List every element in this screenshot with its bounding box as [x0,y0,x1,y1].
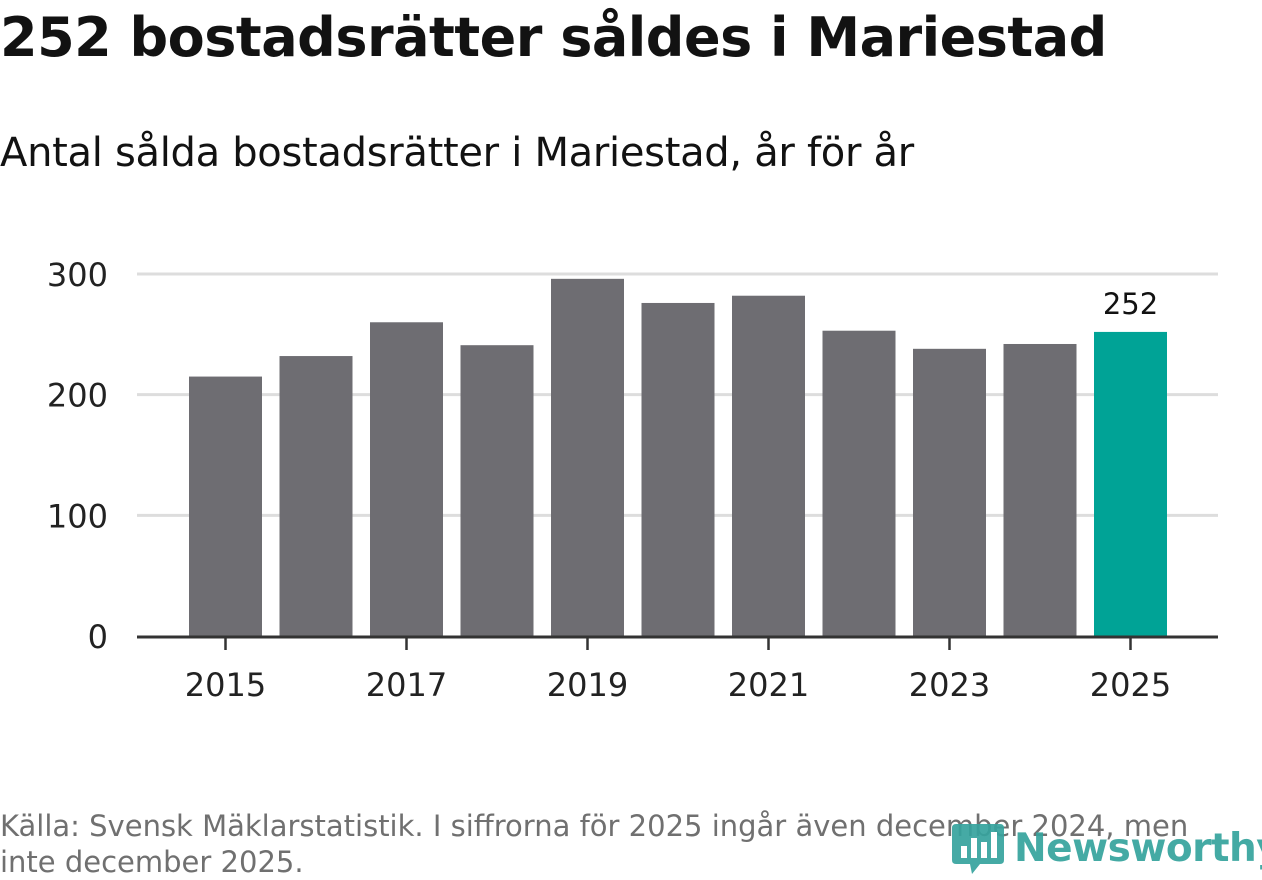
bar-2025 [1094,331,1167,636]
bar-2015 [189,376,262,636]
bar-2019 [551,278,624,636]
bar-2021 [732,295,805,636]
bar-2016 [279,356,353,636]
data-label-background [1098,285,1163,324]
axis-layer: 2015 2017 2019 2021 2023 2025 [137,635,1218,704]
y-tick-label: 300 [47,256,108,294]
bar-2022 [822,330,896,636]
newsworthy-logo-text: Newsworthy [1014,825,1262,871]
newsworthy-logo: Newsworthy [950,820,1262,876]
x-tick-label: 2025 [1090,666,1171,704]
x-tick-label: 2019 [547,666,628,704]
x-tick-label: 2021 [728,666,809,704]
chart-subtitle: Antal sålda bostadsrätter i Mariestad, å… [0,130,914,176]
y-tick-label: 100 [47,497,108,535]
y-tick-label: 0 [88,618,108,656]
bar-2020 [641,302,715,636]
x-tick-label: 2017 [366,666,447,704]
bar-2023 [913,348,986,636]
chart-title: 252 bostadsrätter såldes i Mariestad [0,6,1107,69]
data-label-2025: 252 [1103,287,1158,321]
x-tick-label: 2015 [185,666,266,704]
y-tick-label: 200 [47,377,108,415]
bar-chart: 0 100 200 300 252 2015 2017 2019 2021 2023 2025 [47,256,1218,704]
bar-2017 [370,322,443,636]
x-tick-label: 2023 [909,666,990,704]
bar-2018 [460,345,534,636]
newsworthy-logo-icon [952,824,1004,874]
bars-layer [189,278,1167,636]
bar-2024 [1003,343,1077,636]
labels-layer: 0 100 200 300 252 [47,256,1163,656]
